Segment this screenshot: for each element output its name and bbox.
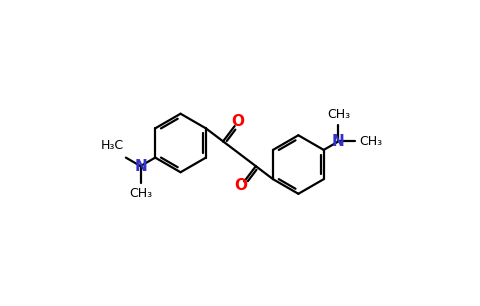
Text: CH₃: CH₃ <box>359 135 382 148</box>
Text: N: N <box>134 159 147 174</box>
Text: O: O <box>231 114 244 129</box>
Text: O: O <box>234 178 248 193</box>
Text: CH₃: CH₃ <box>327 108 350 121</box>
Text: H₃C: H₃C <box>100 139 123 152</box>
Text: N: N <box>332 134 345 149</box>
Text: CH₃: CH₃ <box>129 187 152 200</box>
